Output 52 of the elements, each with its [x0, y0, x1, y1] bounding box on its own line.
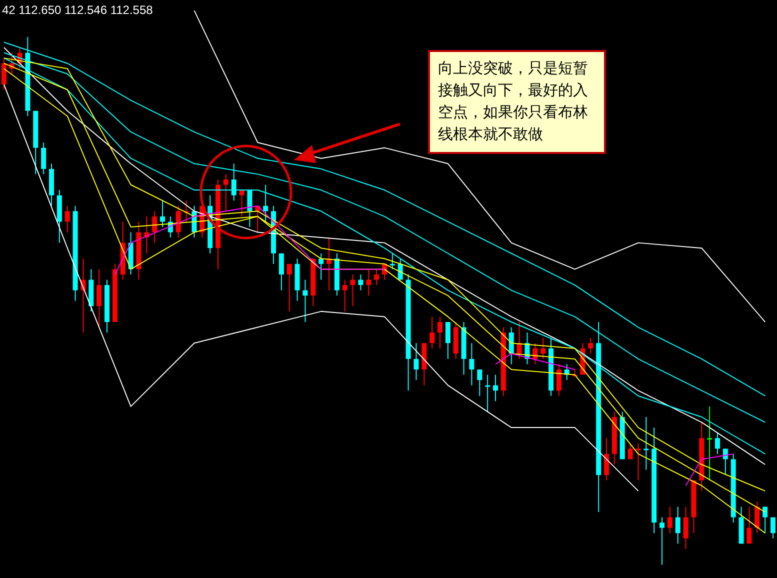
candlestick	[231, 163, 236, 202]
candlestick	[636, 442, 641, 481]
candlestick	[540, 337, 546, 360]
candlestick	[152, 210, 158, 244]
candlestick	[588, 337, 594, 354]
candlestick	[604, 438, 609, 481]
candlestick	[556, 364, 562, 396]
candlestick	[278, 252, 284, 291]
candlestick	[342, 279, 348, 312]
candlestick	[770, 516, 776, 539]
candlestick	[176, 205, 181, 238]
candlestick	[722, 448, 728, 476]
candlestick	[683, 506, 688, 550]
candlestick	[366, 268, 372, 296]
candlestick	[350, 274, 356, 307]
candlestick	[493, 374, 498, 402]
candlestick	[302, 279, 308, 322]
candlestick	[390, 252, 395, 270]
candlestick	[41, 142, 46, 175]
candlestick	[644, 416, 649, 470]
text: 42 112.650 112.546 112.558	[0, 2, 155, 18]
candlestick	[469, 342, 474, 386]
candlestick	[374, 268, 380, 286]
candlestick	[660, 516, 664, 566]
candlestick	[414, 342, 419, 381]
candlestick	[263, 184, 268, 222]
candlestick	[430, 316, 435, 349]
candlestick	[628, 442, 633, 460]
candlestick	[707, 406, 712, 481]
candlestick	[508, 326, 514, 365]
candlestick	[358, 274, 364, 291]
candlestick	[160, 200, 165, 228]
candlestick	[223, 174, 228, 212]
candlestick	[715, 432, 720, 454]
candlestick	[64, 205, 70, 233]
candlestick	[445, 321, 450, 360]
candlestick	[675, 506, 680, 544]
candlestick	[247, 190, 252, 228]
candlestick	[762, 506, 768, 534]
annotation: 向上没突破，只是短暂接触又向下，最好的入空点，如果你只看布林线根本就不敢做	[428, 50, 606, 154]
candlestick	[477, 369, 482, 396]
candlestick	[438, 316, 442, 349]
candlestick	[516, 321, 522, 360]
candlestick	[286, 263, 292, 312]
candlestick	[667, 506, 672, 534]
candlestick	[746, 506, 752, 544]
candlestick	[239, 190, 244, 217]
candlestick	[318, 252, 324, 280]
candlestick	[96, 268, 102, 328]
candlestick	[485, 374, 490, 412]
candlestick	[754, 500, 760, 534]
candlestick	[1, 58, 6, 90]
